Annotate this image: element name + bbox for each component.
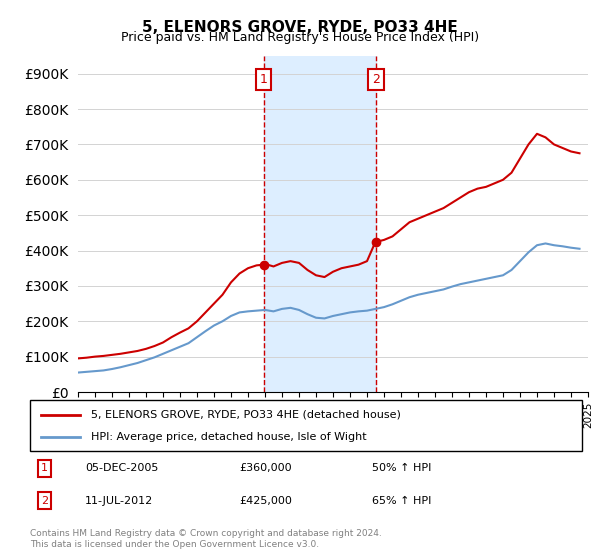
Text: £360,000: £360,000 (240, 463, 292, 473)
Text: 65% ↑ HPI: 65% ↑ HPI (372, 496, 431, 506)
Text: 50% ↑ HPI: 50% ↑ HPI (372, 463, 431, 473)
Text: Price paid vs. HM Land Registry's House Price Index (HPI): Price paid vs. HM Land Registry's House … (121, 31, 479, 44)
Text: 1: 1 (41, 463, 48, 473)
Text: 2: 2 (41, 496, 48, 506)
Bar (263, 56, 376, 392)
Text: £425,000: £425,000 (240, 496, 293, 506)
Text: 11-JUL-2012: 11-JUL-2012 (85, 496, 154, 506)
Text: 1: 1 (260, 73, 268, 86)
Text: 05-DEC-2005: 05-DEC-2005 (85, 463, 158, 473)
FancyBboxPatch shape (30, 400, 582, 451)
Text: 2: 2 (372, 73, 380, 86)
Text: 5, ELENORS GROVE, RYDE, PO33 4HE (detached house): 5, ELENORS GROVE, RYDE, PO33 4HE (detach… (91, 409, 401, 419)
Text: HPI: Average price, detached house, Isle of Wight: HPI: Average price, detached house, Isle… (91, 432, 367, 442)
Text: Contains HM Land Registry data © Crown copyright and database right 2024.
This d: Contains HM Land Registry data © Crown c… (30, 529, 382, 549)
Text: 5, ELENORS GROVE, RYDE, PO33 4HE: 5, ELENORS GROVE, RYDE, PO33 4HE (142, 20, 458, 35)
